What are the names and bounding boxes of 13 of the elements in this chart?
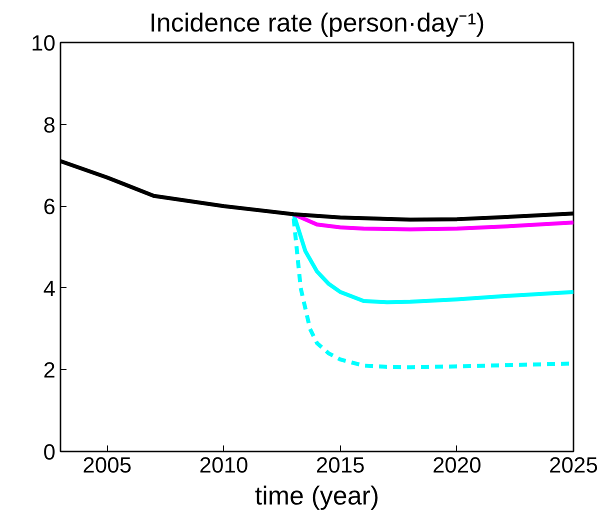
y-tick-label: 2 [43,358,56,383]
x-tick-label: 2010 [199,452,248,478]
x-tick-label: 2020 [432,452,482,478]
y-tick-label: 8 [43,112,56,138]
x-axis-title: time (year) [254,480,380,510]
y-tick-label: 4 [43,276,56,301]
x-tick-label: 2015 [316,452,365,478]
x-tick-label: 2005 [82,452,132,478]
x-tick-label: 2025 [549,452,598,478]
y-tick-label: 0 [43,440,56,464]
chart-title: Incidence rate (person·day⁻¹) [149,8,485,38]
y-tick-label: 10 [31,30,56,56]
y-tick-label: 6 [43,194,56,220]
